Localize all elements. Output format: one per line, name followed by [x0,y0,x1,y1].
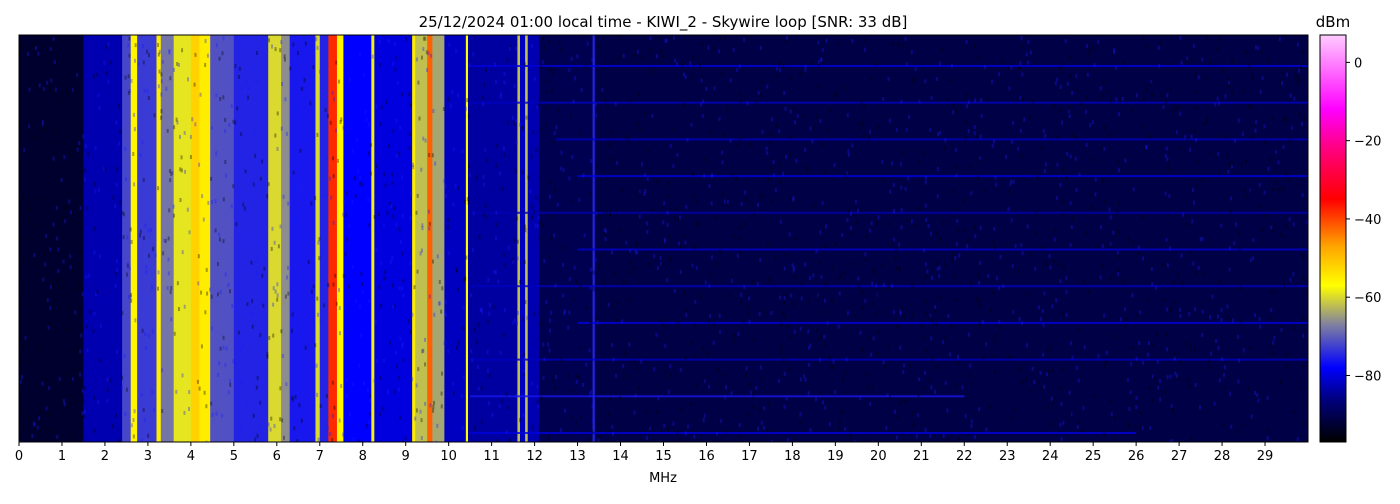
x-tick-label: 5 [230,449,238,464]
spectrum-band [319,35,329,442]
colorbar-label: dBm [1316,13,1350,31]
x-tick-label: 3 [144,449,152,464]
x-tick-label: 14 [612,449,629,464]
spectrum-band [210,35,235,442]
spectrum-band [427,35,433,442]
spectrum-band [538,35,594,442]
x-tick-label: 26 [1128,449,1145,464]
spectrum-band [233,35,269,442]
spectrum-band [468,35,518,442]
spectrum-band [525,35,529,442]
plot-area [19,35,1308,442]
spectrum-band [173,35,192,442]
x-tick-label: 11 [483,449,500,464]
x-tick-label: 2 [101,449,109,464]
x-tick-label: 24 [1042,449,1059,464]
interference-line [470,285,1308,288]
interference-line [470,395,965,398]
colorbar-tick-label: −40 [1354,213,1381,228]
spectrum-band [122,35,132,442]
colorbar-axis: 0 −20 −40 −60 −80 [1346,56,1381,384]
noise-texture [19,35,1308,442]
x-tick-label: 15 [655,449,672,464]
x-tick-label: 25 [1085,449,1102,464]
x-tick-label: 4 [187,449,195,464]
colorbar-tick-label: −80 [1354,369,1381,384]
spectrum-band [432,35,445,442]
colorbar [1319,34,1347,443]
x-tick-label: 0 [15,449,23,464]
x-tick-label: 1 [58,449,66,464]
x-tick-label: 29 [1257,449,1274,464]
spectrum-band [336,35,344,442]
chart-title: 25/12/2024 01:00 local time - KIWI_2 - S… [419,13,908,32]
interference-line [470,211,1308,214]
x-tick-label: 9 [402,449,410,464]
x-tick-label: 20 [870,449,887,464]
spectrum-band [281,35,291,442]
spectrum-band [328,35,338,442]
x-tick-label: 12 [526,449,543,464]
interference-line [470,101,1308,104]
spectrum-band [527,35,540,442]
spectrum-band [130,35,138,442]
interference-line [577,175,1308,178]
interference-line [470,358,1308,361]
x-tick-label: 19 [827,449,844,464]
spectrum-band [592,35,596,442]
colorbar-tick-label: −60 [1354,291,1381,306]
colorbar-tick-label: −20 [1354,135,1381,150]
spectrum-band [519,35,526,442]
interference-line [470,65,1308,67]
x-tick-label: 22 [956,449,973,464]
spectrum-band [19,35,84,442]
spectrum-band [444,35,467,442]
spectrum-band [315,35,321,442]
x-tick-label: 8 [359,449,367,464]
x-tick-label: 23 [999,449,1016,464]
spectrum-band [160,35,175,442]
x-tick-label: 16 [698,449,715,464]
interference-line [556,138,1308,141]
x-tick-label: 6 [273,449,281,464]
spectrum-band [199,35,211,442]
x-tick-label: 13 [569,449,586,464]
interference-line [470,432,1137,434]
spectrum-band [137,35,157,442]
colorbar-tick-label: 0 [1354,56,1362,71]
x-tick-label: 27 [1171,449,1188,464]
x-tick-label: 10 [440,449,457,464]
x-tick-label: 17 [741,449,758,464]
interference-line [577,248,1308,251]
spectrum-band [371,35,375,442]
spectrum-band [415,35,428,442]
x-axis: 0 1 2 3 4 5 6 7 8 9 10 11 12 13 14 15 16 17 18 19 20 21 22 23 24… [15,442,1273,464]
spectrum-band [268,35,282,442]
spectrum-band [190,35,200,442]
spectrum-band [374,35,413,442]
spectrum-band [343,35,372,442]
x-tick-label: 7 [316,449,324,464]
x-tick-label: 21 [913,449,930,464]
x-axis-label: MHz [649,471,677,486]
spectrum-band [412,35,416,442]
x-tick-label: 28 [1214,449,1231,464]
spectrum-band [517,35,521,442]
x-tick-label: 18 [784,449,801,464]
spectrum-band [83,35,123,442]
spectrum-band [465,35,469,442]
spectrum-band [156,35,162,442]
spectrum-band [289,35,316,442]
interference-line [577,321,1308,324]
